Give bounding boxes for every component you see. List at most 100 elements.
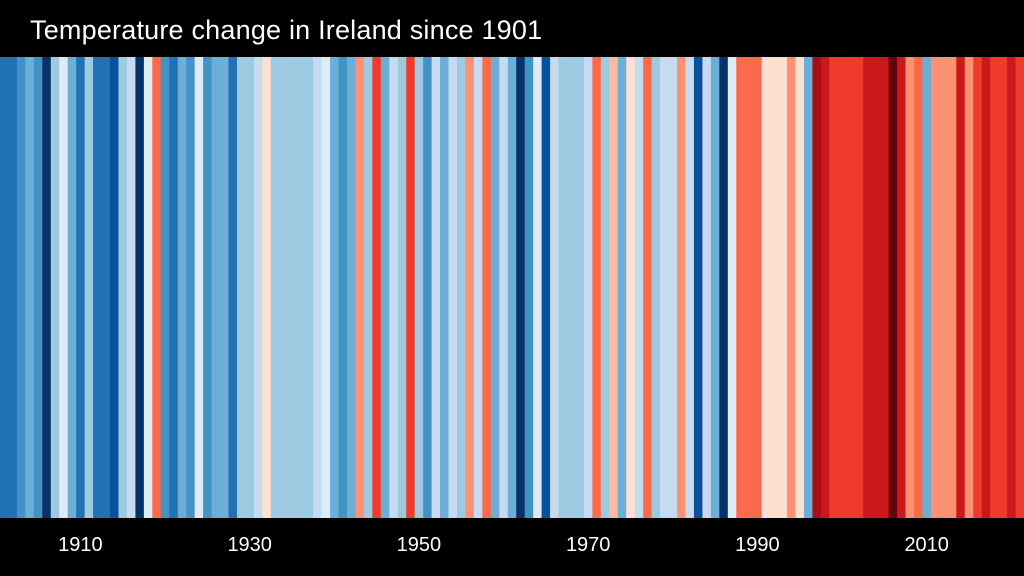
stripe-1955	[456, 57, 467, 518]
stripe-2002	[854, 57, 864, 518]
stripe-1960	[499, 57, 509, 518]
stripe-1940	[330, 57, 340, 518]
stripe-1945	[372, 57, 382, 518]
stripe-1982	[685, 57, 695, 518]
stripe-1908	[59, 57, 69, 518]
stripe-1994	[787, 57, 797, 518]
stripe-1946	[380, 57, 390, 518]
stripe-2000	[837, 57, 847, 518]
stripe-1988	[736, 57, 746, 518]
stripe-1985	[710, 57, 720, 518]
stripe-1959	[490, 57, 500, 518]
stripe-1921	[169, 57, 179, 518]
stripe-1990	[753, 57, 763, 518]
stripe-1957	[473, 57, 483, 518]
stripe-1968	[567, 57, 577, 518]
stripe-1971	[592, 57, 602, 518]
stripe-1915	[118, 57, 128, 518]
stripe-1947	[389, 57, 399, 518]
stripe-1962	[516, 57, 526, 518]
stripe-1984	[702, 57, 712, 518]
stripe-1918	[143, 57, 153, 518]
stripe-1909	[67, 57, 77, 518]
stripe-1932	[262, 57, 272, 518]
stripe-2009	[913, 57, 924, 518]
stripe-1953	[440, 57, 450, 518]
stripe-1941	[338, 57, 348, 518]
stripe-1938	[313, 57, 323, 518]
stripe-1907	[50, 57, 60, 518]
stripe-1977	[643, 57, 653, 518]
stripe-1944	[363, 57, 373, 518]
stripe-1935	[287, 57, 297, 518]
stripe-1910	[76, 57, 86, 518]
stripe-1964	[533, 57, 543, 518]
stripe-1950	[414, 57, 424, 518]
x-axis: 1910 1930 1950 1970 1990 2010	[0, 518, 1024, 576]
stripe-1904	[25, 57, 35, 518]
stripe-1952	[431, 57, 441, 518]
stripe-1948	[397, 57, 407, 518]
stripe-1927	[220, 57, 230, 518]
stripe-1981	[677, 57, 687, 518]
stripe-1979	[660, 57, 670, 518]
stripe-1939	[321, 57, 331, 518]
stripe-1995	[795, 57, 805, 518]
stripe-1970	[583, 57, 593, 518]
stripe-2021	[1015, 57, 1024, 518]
stripe-1999	[829, 57, 839, 518]
stripe-1976	[634, 57, 644, 518]
stripe-1919	[152, 57, 162, 518]
stripe-1926	[211, 57, 221, 518]
stripe-1929	[236, 57, 247, 518]
stripe-1980	[668, 57, 678, 518]
x-tick-label: 1970	[565, 534, 611, 556]
stripe-1956	[465, 57, 475, 518]
stripe-1983	[693, 57, 704, 518]
stripe-1937	[304, 57, 314, 518]
stripe-2011	[930, 57, 940, 518]
stripe-1916	[126, 57, 137, 518]
warming-stripes	[0, 57, 1024, 518]
stripe-2019	[998, 57, 1008, 518]
stripe-1924	[194, 57, 204, 518]
stripe-1969	[575, 57, 585, 518]
x-tick-label: 2010	[904, 534, 949, 556]
stripe-2008	[905, 57, 915, 518]
x-tick-label: 1930	[227, 534, 272, 556]
stripe-1972	[600, 57, 610, 518]
stripe-1913	[101, 57, 111, 518]
stripe-1986	[719, 57, 729, 518]
stripe-1951	[423, 57, 433, 518]
stripe-1949	[406, 57, 416, 518]
stripe-1917	[135, 57, 145, 518]
stripe-1961	[507, 57, 517, 518]
stripe-2003	[863, 57, 873, 518]
chart-title: Temperature change in Ireland since 1901	[30, 15, 543, 45]
stripe-1975	[626, 57, 636, 518]
stripe-1989	[744, 57, 754, 518]
stripe-1906	[42, 57, 52, 518]
stripe-1954	[448, 57, 458, 518]
stripe-2020	[1007, 57, 1017, 518]
stripe-1966	[550, 57, 560, 518]
stripe-1911	[84, 57, 94, 518]
stripe-2016	[973, 57, 983, 518]
stripe-1912	[93, 57, 103, 518]
stripe-1978	[651, 57, 661, 518]
stripe-2012	[939, 57, 949, 518]
stripe-2017	[981, 57, 991, 518]
stripe-1974	[617, 57, 627, 518]
stripe-1931	[253, 57, 263, 518]
stripe-1991	[761, 57, 771, 518]
stripe-1914	[110, 57, 120, 518]
stripe-1905	[33, 57, 43, 518]
stripe-1997	[812, 57, 822, 518]
stripe-1936	[296, 57, 306, 518]
stripe-2010	[922, 57, 932, 518]
stripe-1965	[541, 57, 551, 518]
stripe-1923	[186, 57, 196, 518]
stripe-2015	[964, 57, 974, 518]
stripe-2018	[990, 57, 1000, 518]
stripe-1902	[8, 57, 18, 518]
